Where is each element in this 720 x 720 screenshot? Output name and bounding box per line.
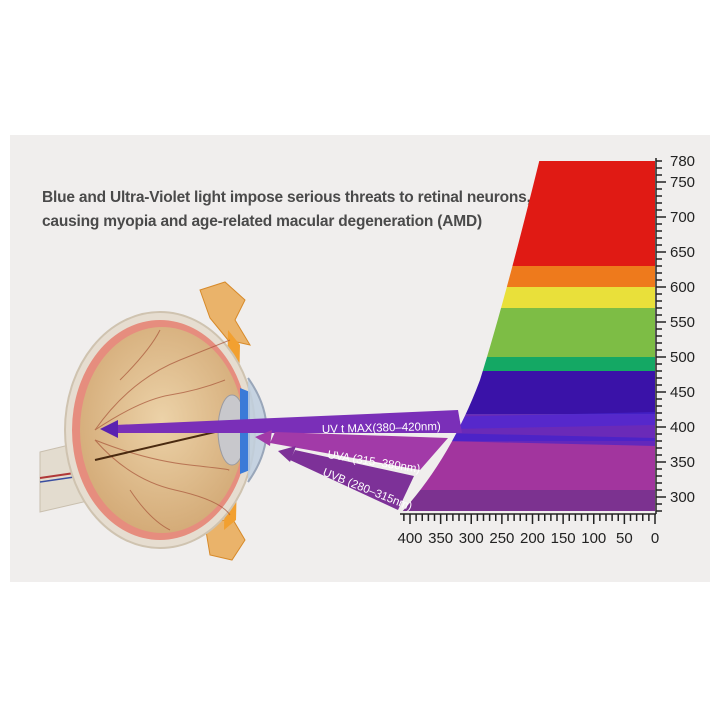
wavelength-label: 780 (670, 153, 695, 170)
intensity-label: 350 (428, 530, 453, 547)
intensity-label: 250 (489, 530, 514, 547)
wavelength-label: 750 (670, 174, 695, 191)
wavelength-label: 450 (670, 384, 695, 401)
wavelength-label: 350 (670, 454, 695, 471)
headline: Blue and Ultra-Violet light impose serio… (42, 186, 562, 234)
wavelength-label: 700 (670, 209, 695, 226)
wavelength-label: 550 (670, 314, 695, 331)
light-spectrum (400, 161, 655, 511)
intensity-label: 50 (616, 530, 633, 547)
band-purple (400, 490, 655, 511)
eye-illustration (39, 281, 268, 561)
intensity-label: 300 (459, 530, 484, 547)
upper-bone (199, 281, 252, 346)
wavelength-label: 500 (670, 349, 695, 366)
band-orange (400, 266, 655, 287)
intensity-label: 400 (397, 530, 422, 547)
intensity-label: 100 (581, 530, 606, 547)
band-dark-green (400, 357, 655, 371)
beam-label-uv-max: UV t MAX(380–420nm) (322, 421, 441, 436)
band-green (400, 308, 655, 357)
intensity-label: 0 (651, 530, 659, 547)
beam-uvb (290, 450, 414, 510)
blood-vessels (94, 329, 231, 531)
intensity-label: 200 (520, 530, 545, 547)
arrow-head-uv-max (100, 420, 118, 438)
headline-line-2: causing myopia and age-related macular d… (42, 213, 482, 230)
band-yellow (400, 287, 655, 308)
arrow-head-uva (255, 430, 272, 446)
intensity-label: 150 (551, 530, 576, 547)
beam-uv-max (115, 410, 462, 433)
wavelength-label: 300 (670, 489, 695, 506)
wavelength-label: 400 (670, 419, 695, 436)
headline-line-1: Blue and Ultra-Violet light impose serio… (42, 189, 531, 206)
arrow-head-uvb (278, 446, 296, 462)
band-red (400, 161, 655, 266)
wavelength-label: 650 (670, 244, 695, 261)
wavelength-label: 600 (670, 279, 695, 296)
band-blue-violet (400, 371, 655, 415)
beam-uva (270, 432, 448, 470)
